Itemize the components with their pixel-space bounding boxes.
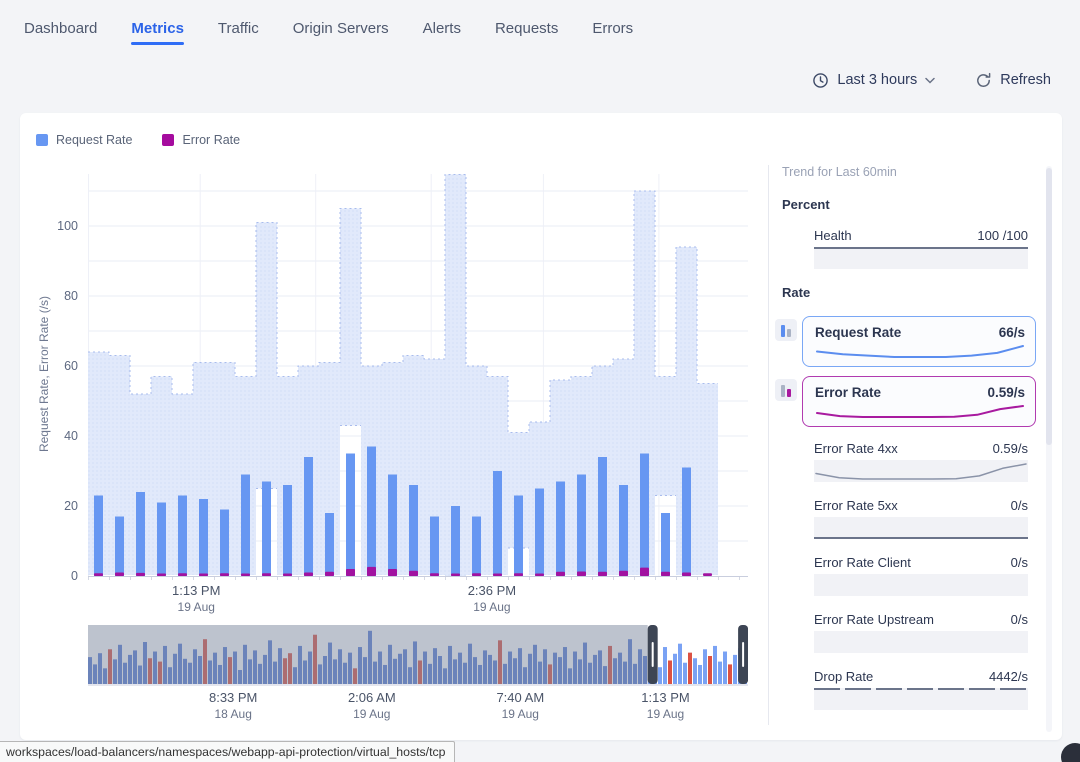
error-rate-card[interactable]: Error Rate 0.59/s — [802, 376, 1036, 427]
legend-item-request-rate[interactable]: Request Rate — [36, 133, 132, 147]
request-rate-sparkline — [815, 342, 1025, 360]
request-rate-card[interactable]: Request Rate 66/s — [802, 316, 1036, 367]
y-tick-label: 100 — [57, 219, 78, 233]
metric-row-error-rate-4xx[interactable]: Error Rate 4xx 0.59/s — [802, 441, 1036, 482]
x-tick-label: 1:13 PM 19 Aug — [172, 583, 221, 614]
time-range-select[interactable]: Last 3 hours — [812, 72, 935, 89]
error-rate-upstream-sparkline — [814, 631, 1028, 653]
request-rate-swatch — [36, 134, 48, 146]
chart-controls: Last 3 hours Refresh — [812, 66, 1051, 94]
tab-errors[interactable]: Errors — [592, 20, 633, 45]
y-tick-label: 40 — [64, 429, 78, 443]
rate-item-error-rate: Error Rate 0.59/s — [775, 376, 1036, 427]
top-nav: Dashboard Metrics Traffic Origin Servers… — [24, 20, 633, 45]
refresh-label: Refresh — [1000, 72, 1051, 88]
tab-metrics[interactable]: Metrics — [131, 20, 184, 45]
y-tick-label: 80 — [64, 289, 78, 303]
trend-sidebar: Trend for Last 60min Percent Health 100 … — [775, 165, 1044, 726]
error-rate-sparkline — [815, 402, 1025, 420]
time-range-value: Last 3 hours — [837, 72, 918, 88]
bar-chart-icon[interactable] — [775, 319, 797, 341]
chevron-down-icon — [925, 77, 935, 84]
y-axis-ticks: 0 20 40 60 80 100 — [0, 174, 78, 583]
x-tick-label: 2:06 AM 19 Aug — [347, 690, 396, 721]
tab-alerts[interactable]: Alerts — [423, 20, 461, 45]
link-preview-statusbar: workspaces/load-balancers/namespaces/web… — [0, 741, 455, 762]
legend-item-error-rate[interactable]: Error Rate — [162, 133, 240, 147]
x-tick-label: 8:33 PM 18 Aug — [208, 690, 258, 721]
sidebar-title: Trend for Last 60min — [782, 165, 897, 179]
y-tick-label: 20 — [64, 499, 78, 513]
bar-chart-icon[interactable] — [775, 379, 797, 401]
health-sparkline — [814, 247, 1028, 269]
section-heading-rate: Rate — [782, 285, 811, 300]
error-rate-client-sparkline — [814, 574, 1028, 596]
refresh-button[interactable]: Refresh — [975, 72, 1051, 89]
error-rate-5xx-sparkline — [814, 517, 1028, 539]
clock-icon — [812, 72, 829, 89]
overview-brush-chart[interactable] — [88, 625, 748, 686]
x-tick-label: 2:36 PM 19 Aug — [467, 583, 517, 614]
drop-rate-sparkline — [814, 688, 1028, 710]
section-heading-percent: Percent — [782, 197, 830, 212]
error-rate-4xx-sparkline — [814, 460, 1028, 482]
x-tick-label: 1:13 PM 19 Aug — [641, 690, 690, 721]
metric-row-error-rate-upstream[interactable]: Error Rate Upstream 0/s — [802, 612, 1036, 653]
metric-row-drop-rate[interactable]: Drop Rate 4442/s — [802, 669, 1036, 710]
chart-legend: Request Rate Error Rate — [36, 133, 240, 147]
metric-row-error-rate-client[interactable]: Error Rate Client 0/s — [802, 555, 1036, 596]
x-tick-label: 7:40 AM 19 Aug — [496, 690, 545, 721]
tab-traffic[interactable]: Traffic — [218, 20, 259, 45]
sidebar-divider — [768, 165, 769, 725]
metric-row-health[interactable]: Health 100 /100 — [802, 228, 1036, 269]
floating-widget[interactable] — [1061, 743, 1080, 762]
y-tick-label: 60 — [64, 359, 78, 373]
tab-origin-servers[interactable]: Origin Servers — [293, 20, 389, 45]
rate-item-request-rate: Request Rate 66/s — [775, 316, 1036, 367]
sidebar-scrollbar-thumb[interactable] — [1046, 168, 1052, 445]
metric-row-error-rate-5xx[interactable]: Error Rate 5xx 0/s — [802, 498, 1036, 539]
refresh-icon — [975, 72, 992, 89]
tab-dashboard[interactable]: Dashboard — [24, 20, 97, 45]
y-tick-label: 0 — [71, 569, 78, 583]
sidebar-scrollbar-track[interactable] — [1046, 166, 1052, 732]
main-timeseries-chart[interactable] — [88, 174, 748, 580]
tab-requests[interactable]: Requests — [495, 20, 558, 45]
error-rate-swatch — [162, 134, 175, 146]
